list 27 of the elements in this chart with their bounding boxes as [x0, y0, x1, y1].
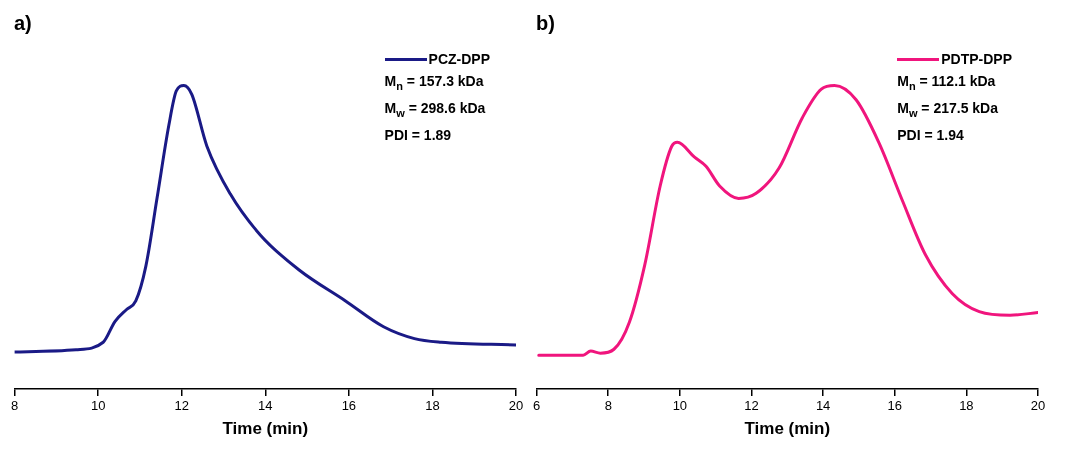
x-tick-label: 12: [744, 398, 759, 414]
x-tick-label: 20: [508, 398, 524, 414]
chart-title: a): [14, 11, 32, 34]
annotation: PDI = 1.94: [897, 125, 965, 145]
x-tick-label: 18: [959, 398, 974, 414]
annotation: M$_{n}$ = 157.3 kDa: [384, 72, 485, 94]
annotation: M$_{w}$ = 217.5 kDa: [897, 98, 999, 121]
x-tick-label: 18: [425, 398, 440, 414]
annotation: PDI = 1.89: [384, 125, 453, 145]
x-tick-label: 10: [672, 398, 688, 414]
x-tick-label: 14: [258, 398, 273, 414]
x-tick-label: 16: [341, 398, 357, 414]
x-tick-label: 20: [1030, 398, 1046, 414]
annotation: M$_{n}$ = 112.1 kDa: [897, 72, 997, 94]
x-tick-label: 16: [887, 398, 902, 414]
legend-label: PDTP-DPP: [941, 50, 1012, 69]
x-tick-label: 6: [533, 398, 541, 414]
x-tick-label: 8: [11, 398, 19, 414]
x-tick-label: 10: [90, 398, 106, 414]
chart-title: b): [536, 11, 555, 34]
x-axis-title: Time (min): [222, 419, 309, 439]
x-tick-label: 14: [815, 398, 831, 414]
annotation: M$_{w}$ = 298.6 kDa: [384, 98, 487, 121]
x-tick-label: 8: [604, 398, 612, 414]
x-axis-title: Time (min): [744, 419, 831, 439]
legend-label: PCZ-DPP: [428, 50, 490, 69]
x-tick-label: 12: [174, 398, 189, 414]
